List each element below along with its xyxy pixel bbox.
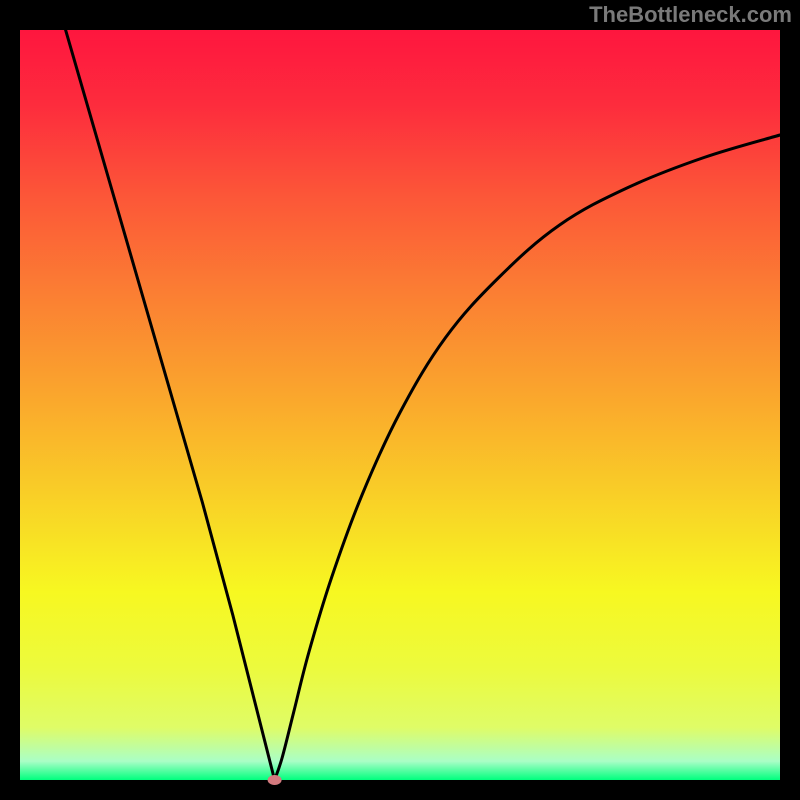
bottleneck-curve-chart: TheBottleneck.com [0, 0, 800, 800]
optimal-point-marker [268, 775, 282, 785]
watermark-text: TheBottleneck.com [589, 2, 792, 27]
plot-area [20, 30, 780, 780]
